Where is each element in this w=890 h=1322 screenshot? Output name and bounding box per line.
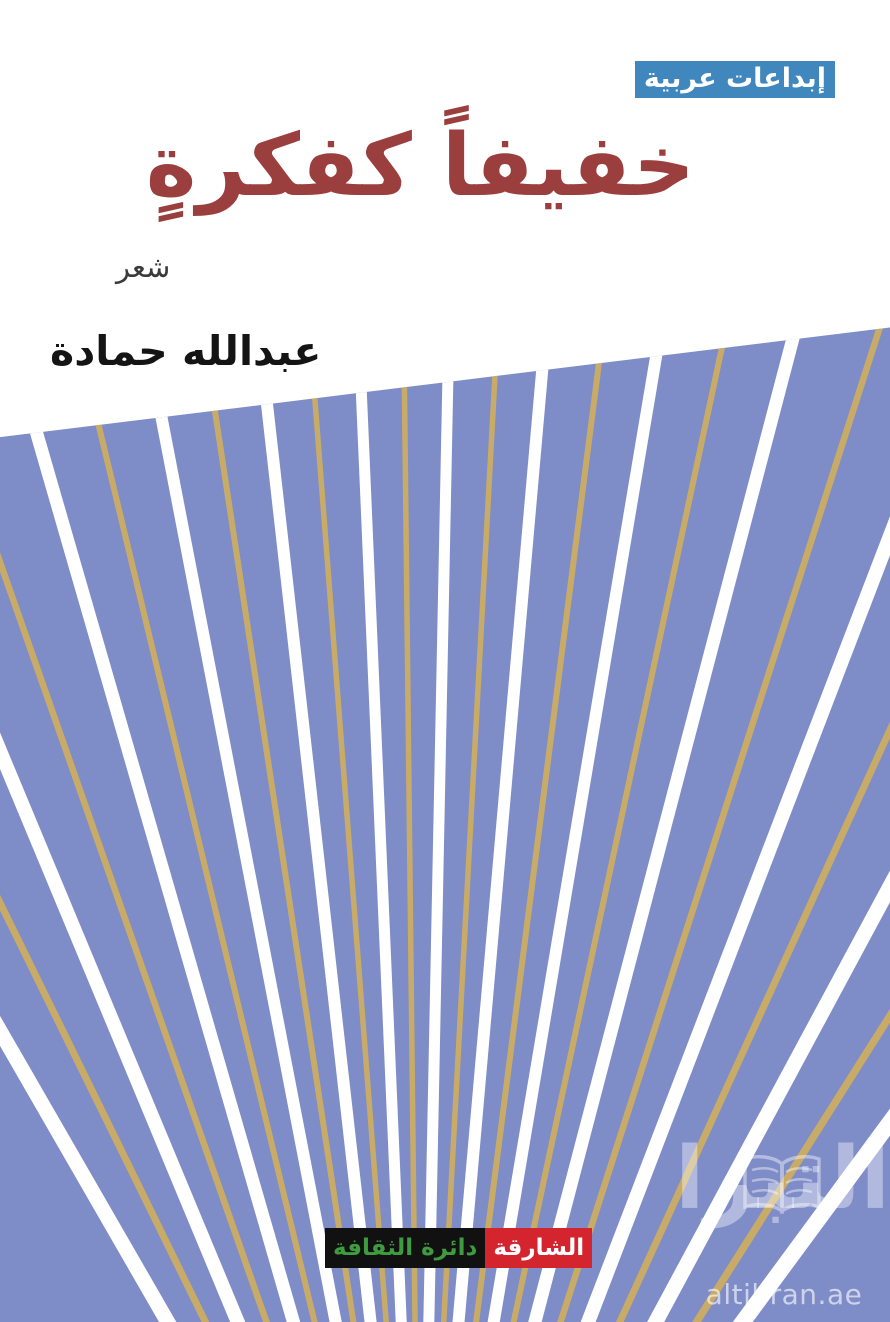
publisher-logo: الشارقة دائرة الثقافة bbox=[325, 1228, 593, 1268]
title-block: خفيفاً كفكرةٍ bbox=[145, 116, 695, 216]
publisher-city-label: الشارقة bbox=[485, 1228, 593, 1268]
fan-accent-stripes bbox=[0, 322, 890, 1322]
author-name: عبدالله حمادة bbox=[50, 327, 322, 375]
fan-separator-rays bbox=[0, 322, 890, 1322]
genre-label: شعر bbox=[116, 250, 171, 284]
publisher-department-label: دائرة الثقافة bbox=[325, 1228, 486, 1268]
series-banner: إبداعات عربية bbox=[634, 61, 835, 98]
series-banner-label: إبداعات عربية bbox=[643, 63, 826, 94]
book-title: خفيفاً كفكرةٍ bbox=[145, 116, 695, 216]
